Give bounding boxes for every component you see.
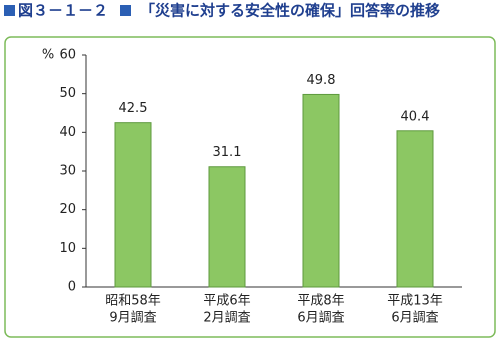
y-tick-label: 0 bbox=[68, 280, 76, 295]
chart-frame bbox=[4, 36, 496, 338]
bar bbox=[208, 166, 246, 288]
chart-title: 「災害に対する安全性の確保」回答率の推移 bbox=[140, 2, 440, 20]
value-label: 49.8 bbox=[307, 73, 336, 88]
value-label: 31.1 bbox=[213, 145, 242, 160]
y-tick-label: 60 bbox=[59, 48, 76, 63]
y-tick-label: 40 bbox=[59, 125, 76, 140]
x-tick-label: 6月調査 bbox=[297, 311, 344, 326]
title-square bbox=[4, 5, 15, 16]
title-square bbox=[120, 5, 131, 16]
y-tick-label: 50 bbox=[59, 86, 76, 101]
x-tick-label: 2月調査 bbox=[203, 311, 250, 326]
x-tick-label: 平成13年 bbox=[387, 294, 443, 309]
x-tick-label: 昭和58年 bbox=[105, 294, 161, 309]
y-axis-label: % bbox=[42, 48, 54, 63]
x-tick-label: 平成6年 bbox=[203, 294, 250, 309]
value-label: 42.5 bbox=[119, 101, 148, 116]
chart-title-number: 図３－１－２ bbox=[18, 2, 108, 20]
y-tick-label: 20 bbox=[59, 202, 76, 217]
bar bbox=[114, 122, 152, 288]
bar bbox=[396, 130, 434, 288]
x-tick-label: 6月調査 bbox=[391, 311, 438, 326]
x-tick-label: 9月調査 bbox=[109, 311, 156, 326]
x-tick-label: 平成8年 bbox=[297, 294, 344, 309]
y-tick-label: 10 bbox=[59, 241, 76, 256]
bar bbox=[302, 93, 340, 288]
value-label: 40.4 bbox=[401, 109, 430, 124]
y-tick-label: 30 bbox=[59, 164, 76, 179]
